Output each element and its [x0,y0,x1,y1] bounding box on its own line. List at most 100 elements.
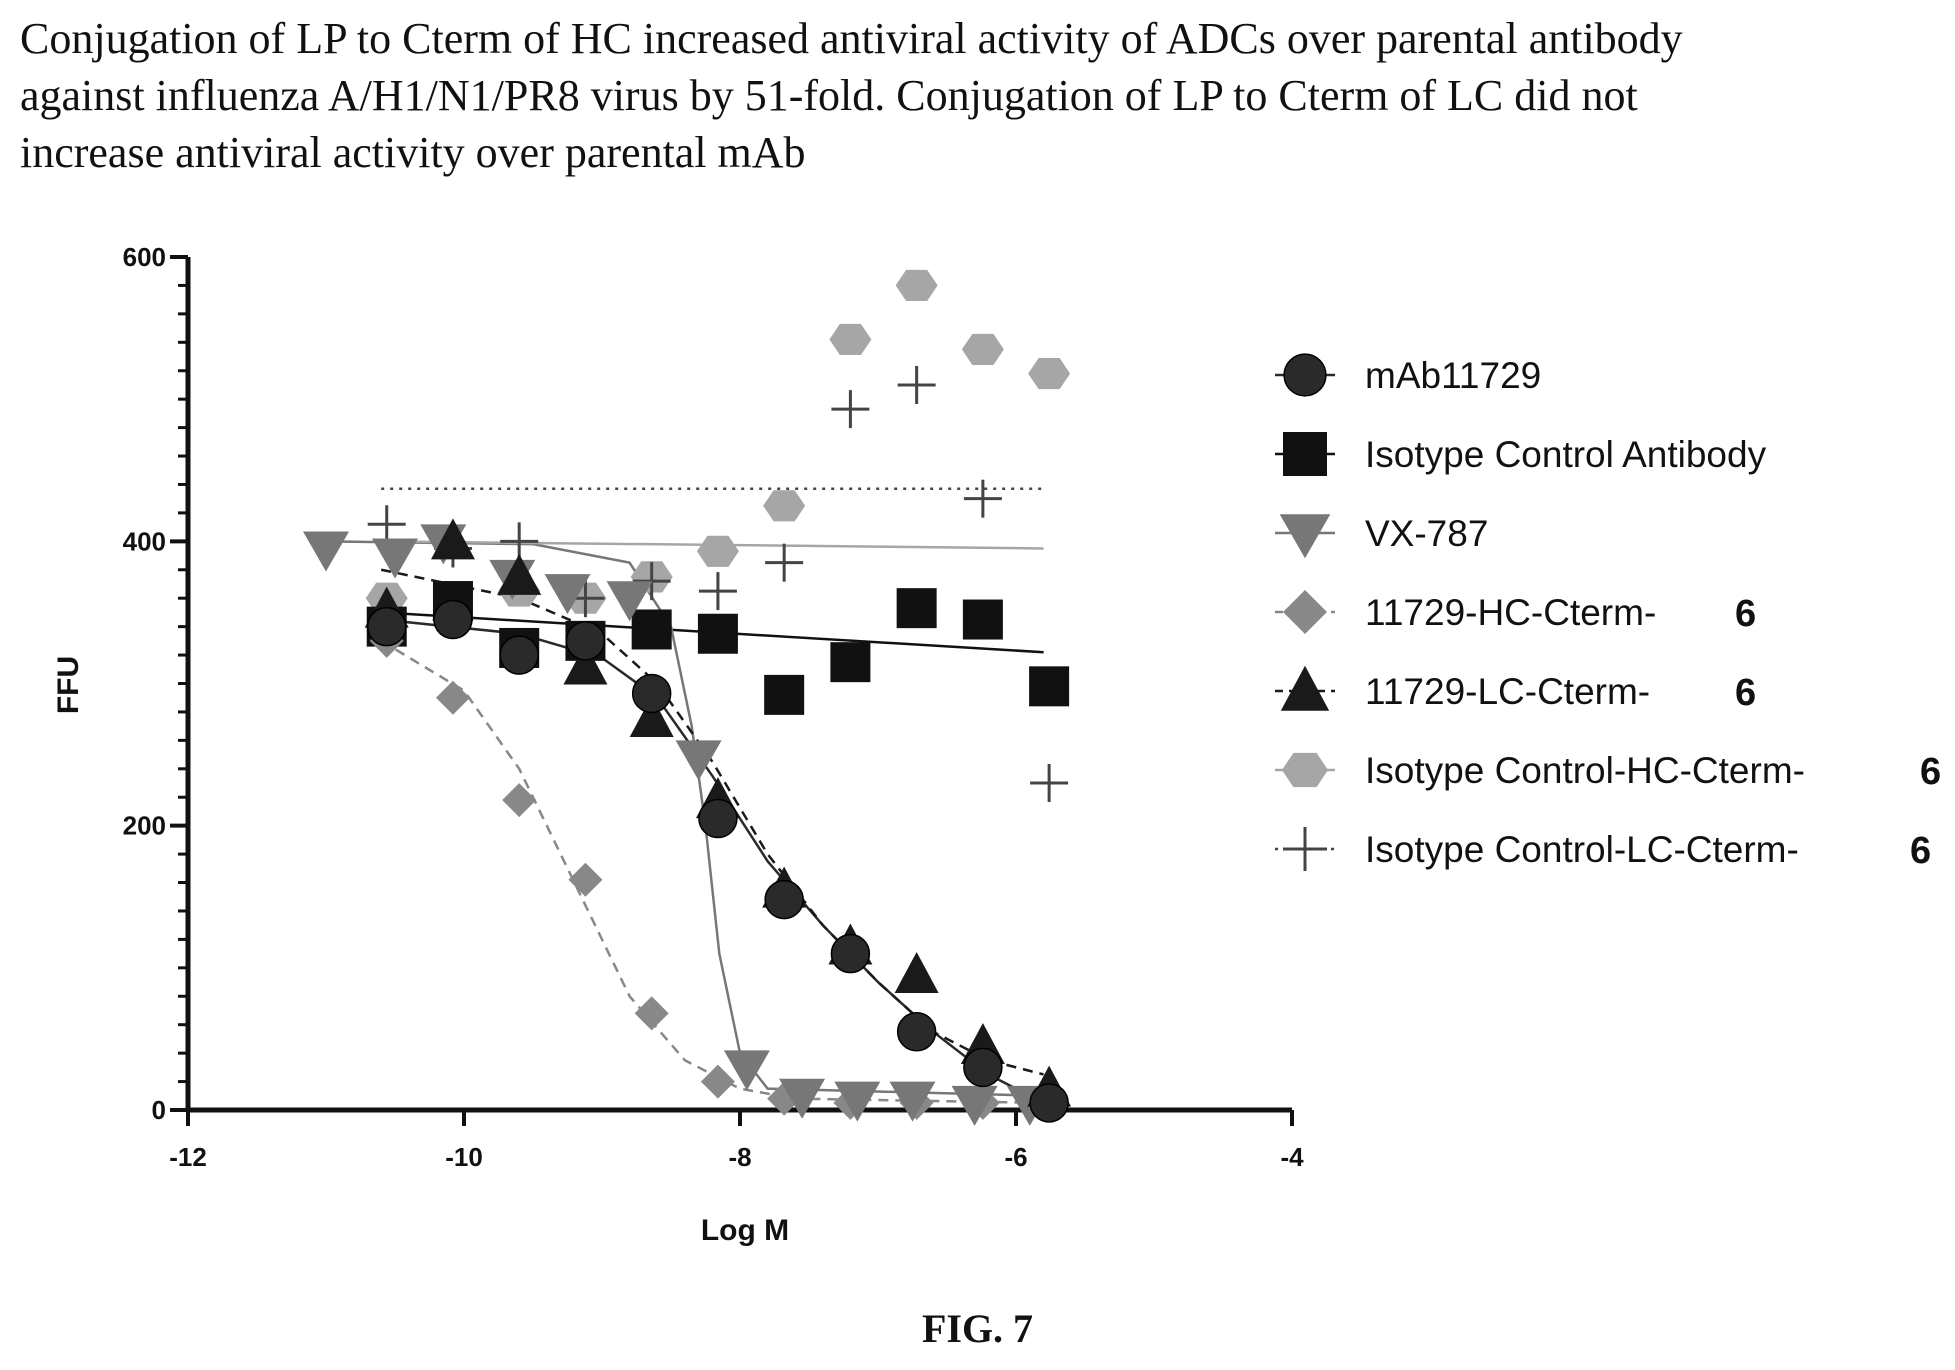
caption: Conjugation of LP to Cterm of HC increas… [20,10,1940,181]
data-point [897,365,936,404]
data-point [961,333,1004,365]
data-point [700,1064,735,1099]
fit-curve-0 [381,618,1045,1105]
x-tick-label: -12 [169,1142,207,1172]
data-point [896,588,937,629]
series-2-points [303,524,1053,1126]
legend: mAb11729 Isotype Control Antibody VX-787 11… [1275,353,1941,872]
y-tick-label: 200 [123,811,166,841]
data-point [963,1047,1003,1088]
data-point [502,783,537,818]
data-point [763,490,806,522]
x-tick-label: -6 [1004,1142,1027,1172]
data-point [435,680,470,715]
data-point [962,599,1003,640]
data-point [372,538,418,579]
fit-curves [325,487,1045,1105]
legend-item-1: Isotype Control Antibody [1275,432,1767,476]
legend-label-suffix: 6 [1920,751,1941,793]
y-axis-label: FFU [52,656,85,714]
x-tick-label: -4 [1280,1142,1304,1172]
legend-marker [1283,353,1327,397]
legend-marker [1280,665,1330,711]
data-point [889,1081,936,1122]
data-point [544,574,591,615]
legend-marker [1281,752,1329,788]
data-point [894,951,939,993]
data-point [565,621,606,661]
legend-item-6: Isotype Control-LC-Cterm- 6 [1275,827,1931,872]
fit-curve-3 [380,639,1044,1105]
y-tick-label: 400 [123,526,166,556]
caption-line-2: against influenza A/H1/N1/PR8 virus by 5… [20,71,1638,120]
legend-label: 11729-HC-Cterm- [1365,592,1656,633]
data-point [963,479,1002,518]
data-point [834,1081,881,1122]
legend-label: mAb11729 [1365,355,1541,396]
data-point [1029,666,1070,707]
legend-label-suffix: 6 [1735,672,1756,714]
data-point [697,613,738,654]
data-point [629,696,674,738]
x-axis-label: Log M [701,1214,789,1247]
legend-label-suffix: 6 [1735,593,1756,635]
data-point [634,996,669,1031]
data-point [499,635,539,675]
data-point [698,798,738,839]
legend-label-suffix: 6 [1910,830,1931,872]
data-point [430,518,475,560]
legend-item-5: Isotype Control-HC-Cterm- 6 [1275,750,1941,793]
data-point [830,642,871,683]
legend-marker [1283,590,1327,634]
legend-item-3: 11729-HC-Cterm- 6 [1275,590,1756,635]
data-point [497,553,542,595]
legend-label: Isotype Control-HC-Cterm- [1365,750,1805,791]
data-point [367,505,406,544]
legend-label: Isotype Control Antibody [1365,434,1767,475]
data-point [1030,764,1069,803]
legend-marker [1283,432,1327,476]
caption-line-3: increase antiviral activity over parenta… [20,128,806,177]
axes: -12 -10 -8 -6 -4 0 200 400 600 [123,242,1304,1172]
data-point [1029,1083,1069,1123]
data-point [765,543,804,582]
legend-item-0: mAb11729 [1275,353,1541,397]
data-point [568,862,603,897]
legend-item-2: VX-787 [1275,513,1488,559]
data-point [563,643,608,685]
data-point [895,269,938,302]
data-point [698,572,737,611]
data-point [606,581,653,622]
legend-marker [1283,827,1327,871]
series-0-points [366,599,1069,1123]
data-point [433,599,473,640]
data-point [631,673,672,714]
y-tick-label: 0 [152,1095,166,1125]
data-point [764,674,805,715]
data-point [764,879,804,920]
data-point [830,933,871,974]
data-point [631,609,672,650]
y-tick-label: 600 [123,242,166,272]
x-tick-label: -8 [728,1142,751,1172]
x-tick-label: -10 [445,1142,483,1172]
fit-curve-4 [380,568,1044,1076]
legend-label: Isotype Control-LC-Cterm- [1365,829,1799,870]
legend-item-4: 11729-LC-Cterm- 6 [1275,665,1756,714]
data-point [896,1012,937,1052]
figure-label: FIG. 7 [921,1306,1034,1351]
data-point [366,606,407,647]
data-point [831,390,870,429]
data-point [951,1085,998,1126]
dose-response-chart: -12 -10 -8 -6 -4 0 200 400 600 mAb11729 Isotype C… [52,242,1941,1247]
data-point [696,535,739,567]
caption-line-1: Conjugation of LP to Cterm of HC increas… [20,14,1683,63]
data-point [675,740,722,781]
data-points [303,269,1072,1126]
data-point [779,1078,826,1119]
data-point [632,562,671,601]
data-point [303,531,349,572]
data-point [829,323,872,356]
legend-label: VX-787 [1365,513,1488,554]
legend-label: 11729-LC-Cterm- [1365,671,1650,712]
